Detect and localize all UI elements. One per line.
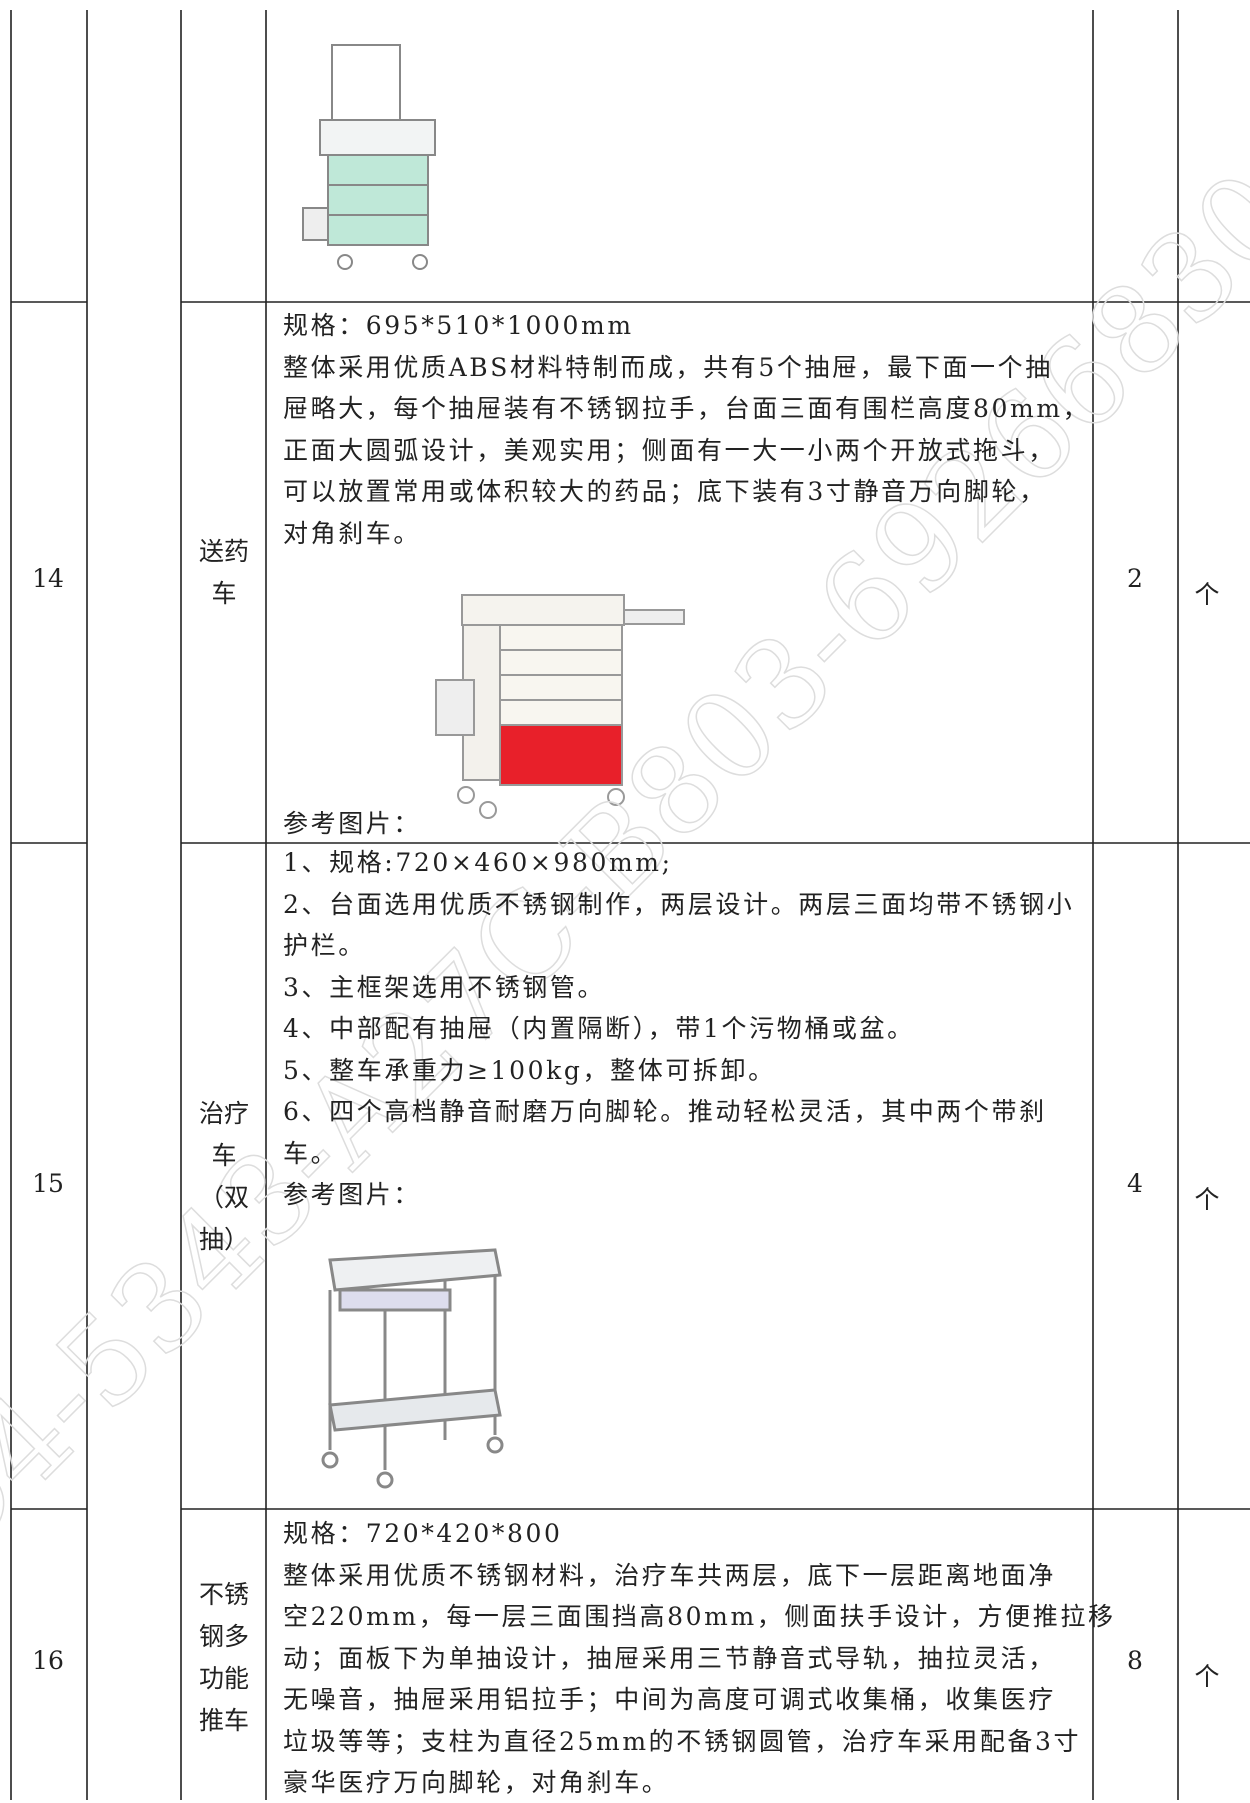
item-name: 钢多 bbox=[198, 1622, 250, 1651]
spec-line: 5、整车承重力≥100kg，整体可拆卸。 bbox=[283, 1055, 776, 1085]
quantity: 4 bbox=[1127, 1169, 1143, 1198]
item-name: 抽） bbox=[198, 1225, 250, 1254]
spec-line: 可以放置常用或体积较大的药品；底下装有3寸静音万向脚轮， bbox=[283, 477, 1047, 506]
item-name: 车 bbox=[211, 1141, 237, 1170]
image-caption: 参考图片： bbox=[283, 809, 422, 838]
spec-line: 整体采用优质ABS材料特制而成，共有5个抽屉，最下面一个抽 bbox=[283, 352, 1053, 382]
spec-line: 车。 bbox=[283, 1138, 339, 1168]
spec-line: 6、四个高档静音耐磨万向脚轮。推动轻松灵活，其中两个带刹 bbox=[283, 1097, 1047, 1126]
spec-line: 规格：720*420*800 bbox=[283, 1519, 563, 1548]
unit: 个 bbox=[1194, 1662, 1220, 1691]
unit: 个 bbox=[1194, 580, 1220, 609]
unit: 个 bbox=[1194, 1185, 1220, 1214]
spec-line: 1、规格:720×460×980mm; bbox=[283, 848, 673, 877]
spec-line: 无噪音，抽屉采用铝拉手；中间为高度可调式收集桶，收集医疗 bbox=[283, 1685, 1056, 1714]
spec-line: 正面大圆弧设计，美观实用；侧面有一大一小两个开放式拖斗， bbox=[283, 435, 1056, 465]
spec-line: 整体采用优质不锈钢材料，治疗车共两层，底下一层距离地面净 bbox=[283, 1560, 1056, 1590]
product-image bbox=[302, 44, 436, 270]
spec-line: 2、台面选用优质不锈钢制作，两层设计。两层三面均带不锈钢小 bbox=[283, 889, 1075, 919]
item-name: （双 bbox=[198, 1183, 250, 1212]
product-image bbox=[435, 594, 685, 819]
quantity: 8 bbox=[1127, 1646, 1143, 1675]
item-name: 推车 bbox=[198, 1706, 250, 1735]
spec-line: 垃圾等等；支柱为直径25mm的不锈钢圆管，治疗车采用配备3寸 bbox=[283, 1726, 1082, 1756]
row-number: 16 bbox=[32, 1646, 64, 1675]
item-name: 车 bbox=[211, 579, 237, 608]
product-image bbox=[321, 1248, 504, 1489]
spec-line: 空220mm，每一层三面围挡高80mm，侧面扶手设计，方便推拉移 bbox=[283, 1602, 1116, 1631]
row-number: 15 bbox=[32, 1169, 64, 1198]
item-name: 送药 bbox=[198, 537, 250, 566]
quantity: 2 bbox=[1127, 564, 1143, 593]
spec-line: 规格：695*510*1000mm bbox=[283, 311, 634, 340]
item-name: 功能 bbox=[198, 1664, 250, 1693]
spec-line: 参考图片： bbox=[283, 1180, 422, 1209]
spec-line: 豪华医疗万向脚轮，对角刹车。 bbox=[283, 1768, 670, 1797]
spec-line: 动；面板下为单抽设计，抽屉采用三节静音式导轨，抽拉灵活， bbox=[283, 1643, 1056, 1673]
spec-line: 屉略大，每个抽屉装有不锈钢拉手，台面三面有围栏高度80mm， bbox=[283, 394, 1091, 423]
spec-line: 护栏。 bbox=[283, 931, 366, 960]
spec-line: 4、中部配有抽屉（内置隔断），带1个污物桶或盆。 bbox=[283, 1014, 915, 1043]
row-number: 14 bbox=[32, 564, 64, 593]
item-name: 不锈 bbox=[198, 1580, 250, 1609]
spec-line: 对角刹车。 bbox=[283, 518, 422, 548]
spec-line: 3、主框架选用不锈钢管。 bbox=[283, 972, 606, 1002]
item-name: 治疗 bbox=[198, 1099, 250, 1128]
